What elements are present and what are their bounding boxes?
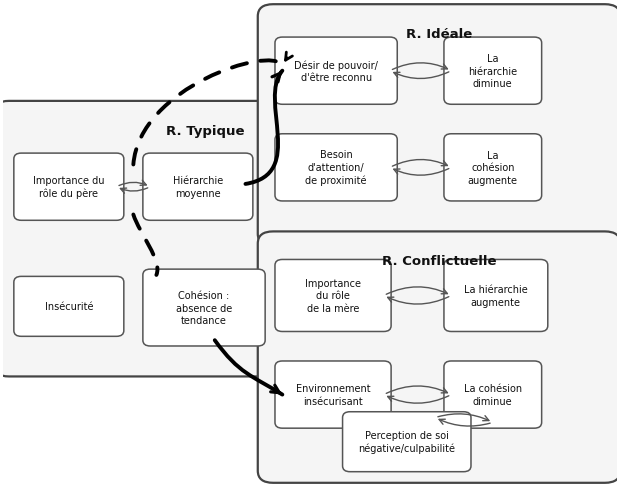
Text: Insécurité: Insécurité	[45, 302, 93, 312]
FancyBboxPatch shape	[14, 154, 124, 221]
Text: Besoin
d'attention/
de proximité: Besoin d'attention/ de proximité	[306, 150, 367, 186]
Text: Importance
du rôle
de la mère: Importance du rôle de la mère	[305, 278, 361, 314]
Text: R. Conflictuelle: R. Conflictuelle	[382, 255, 496, 267]
FancyBboxPatch shape	[444, 38, 542, 105]
FancyBboxPatch shape	[444, 135, 542, 202]
Text: La hiérarchie
augmente: La hiérarchie augmente	[464, 285, 528, 307]
Text: Cohésion :
absence de
tendance: Cohésion : absence de tendance	[176, 290, 232, 325]
FancyBboxPatch shape	[275, 260, 391, 332]
Text: Perception de soi
négative/culpabilité: Perception de soi négative/culpabilité	[358, 430, 455, 453]
FancyBboxPatch shape	[0, 102, 294, 377]
Text: Importance du
rôle du père: Importance du rôle du père	[33, 176, 105, 199]
Text: Hiérarchie
moyenne: Hiérarchie moyenne	[173, 176, 223, 199]
FancyBboxPatch shape	[275, 361, 391, 428]
Text: R. Idéale: R. Idéale	[406, 28, 472, 41]
FancyBboxPatch shape	[143, 269, 265, 346]
Text: La cohésion
diminue: La cohésion diminue	[464, 384, 522, 406]
FancyBboxPatch shape	[14, 277, 124, 337]
Text: Environnement
insécurisant: Environnement insécurisant	[296, 384, 370, 406]
FancyBboxPatch shape	[444, 260, 548, 332]
Text: Désir de pouvoir/
d'être reconnu: Désir de pouvoir/ d'être reconnu	[294, 60, 378, 83]
FancyBboxPatch shape	[143, 154, 253, 221]
FancyBboxPatch shape	[444, 361, 542, 428]
FancyBboxPatch shape	[258, 5, 620, 246]
FancyBboxPatch shape	[275, 135, 397, 202]
Text: R. Typique: R. Typique	[166, 124, 245, 137]
FancyBboxPatch shape	[258, 232, 620, 483]
FancyBboxPatch shape	[275, 38, 397, 105]
Text: La
hiérarchie
diminue: La hiérarchie diminue	[468, 54, 517, 89]
Text: La
cohésion
augmente: La cohésion augmente	[468, 150, 518, 186]
FancyBboxPatch shape	[343, 412, 471, 472]
